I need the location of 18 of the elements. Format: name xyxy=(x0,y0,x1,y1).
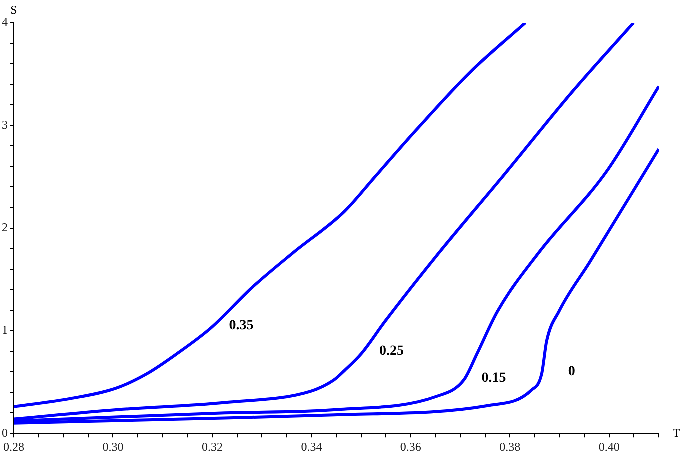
y-axis-title: S xyxy=(10,3,18,18)
y-tick-label: 1 xyxy=(2,323,8,338)
x-tick-label: 0.30 xyxy=(102,440,124,454)
series-label: 0.25 xyxy=(380,344,404,360)
x-tick-label: 0.28 xyxy=(4,440,24,454)
x-tick-label: 0.40 xyxy=(598,440,620,454)
y-tick-label: 3 xyxy=(2,118,8,132)
series-label: 0 xyxy=(568,364,576,380)
x-tick-label: 0.36 xyxy=(400,440,422,454)
y-tick-label: 2 xyxy=(2,220,8,234)
x-tick-label: 0.32 xyxy=(202,440,223,454)
y-tick-label: 0 xyxy=(2,426,8,440)
x-tick-label: 0.38 xyxy=(500,440,521,454)
y-tick-label: 4 xyxy=(2,15,8,30)
series-label: 0.35 xyxy=(229,318,254,334)
series-label: 0.15 xyxy=(482,370,506,386)
x-tick-label: 0.34 xyxy=(301,440,322,454)
x-axis-title: T xyxy=(673,426,681,440)
